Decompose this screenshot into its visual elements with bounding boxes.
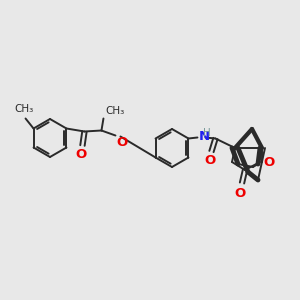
Text: CH₃: CH₃ [14,103,33,113]
Text: O: O [263,155,274,169]
Text: O: O [234,187,246,200]
Text: O: O [205,154,216,167]
Text: O: O [76,148,87,161]
Text: O: O [116,136,128,149]
Text: H: H [203,128,211,139]
Text: N: N [199,130,210,143]
Text: CH₃: CH₃ [106,106,125,116]
